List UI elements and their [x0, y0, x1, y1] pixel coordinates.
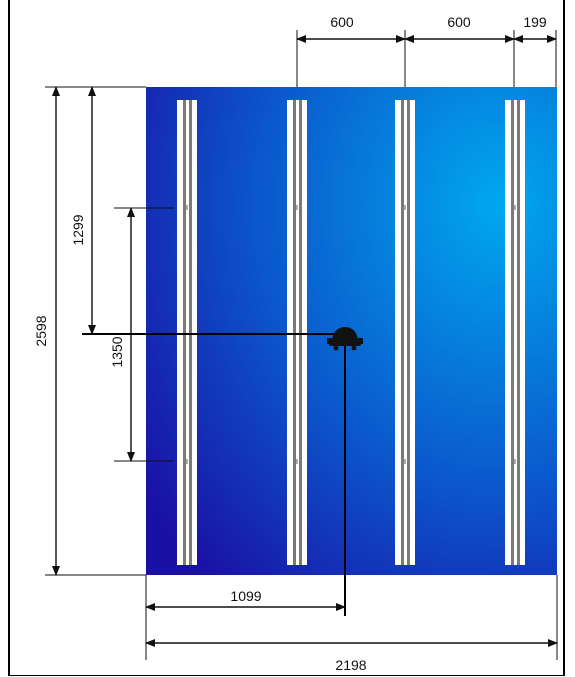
dim-top-spacing-1: 600 — [330, 14, 354, 30]
center-reference-lines — [82, 333, 346, 616]
rail-4 — [505, 100, 525, 565]
dim-half-width: 1099 — [230, 588, 261, 604]
dim-upper-offset: 1299 — [70, 214, 86, 245]
rail-ticks — [186, 205, 516, 464]
rail-2 — [287, 100, 307, 565]
dim-top-spacing-2: 600 — [447, 14, 471, 30]
bottom-dimension-chain — [145, 575, 558, 660]
camera-mount-icon — [327, 327, 363, 351]
dim-mount-span: 1350 — [109, 336, 125, 367]
dim-top-edge: 199 — [523, 14, 547, 30]
rail-3 — [395, 100, 415, 565]
rail-1 — [177, 100, 197, 565]
dim-total-height: 2598 — [33, 315, 49, 346]
diagram-frame — [8, 0, 565, 676]
top-dimension-chain — [296, 30, 557, 87]
dim-total-width: 2198 — [335, 657, 366, 673]
